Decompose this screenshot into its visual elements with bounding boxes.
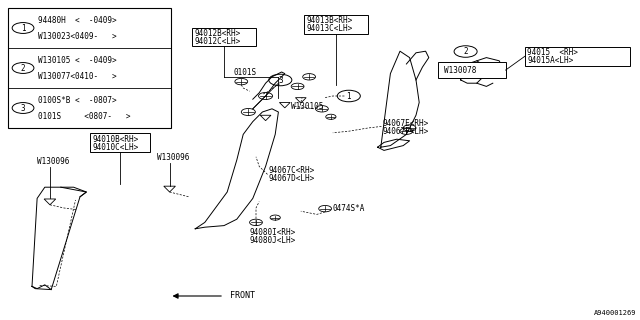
- Text: 0101S: 0101S: [234, 68, 257, 76]
- Bar: [90, 133, 150, 152]
- Text: 0474S*A: 0474S*A: [333, 204, 365, 213]
- Text: 94013C<LH>: 94013C<LH>: [307, 24, 353, 34]
- Text: 94010C<LH>: 94010C<LH>: [92, 143, 138, 152]
- Text: W130105 <  -0409>: W130105 < -0409>: [38, 56, 117, 65]
- Text: 94012B<RH>: 94012B<RH>: [195, 29, 241, 38]
- Polygon shape: [461, 61, 486, 83]
- Bar: [438, 62, 506, 78]
- Text: 94080I<RH>: 94080I<RH>: [250, 228, 296, 237]
- Text: 3: 3: [278, 76, 283, 84]
- Text: W130077<0410-   >: W130077<0410- >: [38, 71, 117, 81]
- Bar: [304, 15, 368, 34]
- Polygon shape: [195, 109, 278, 229]
- Text: A940001269: A940001269: [595, 310, 637, 316]
- Bar: [525, 47, 630, 66]
- Text: 1: 1: [20, 23, 26, 33]
- Polygon shape: [32, 187, 86, 290]
- Text: 1: 1: [346, 92, 351, 100]
- Text: 94010B<RH>: 94010B<RH>: [92, 134, 138, 143]
- Text: FRONT: FRONT: [230, 292, 255, 300]
- Text: 94067E<RH>: 94067E<RH>: [383, 119, 429, 128]
- Polygon shape: [381, 51, 419, 147]
- Bar: [8, 8, 171, 128]
- Text: W130078: W130078: [444, 66, 476, 75]
- Text: 2: 2: [20, 63, 26, 73]
- Text: W130096: W130096: [157, 153, 189, 162]
- Text: 94080J<LH>: 94080J<LH>: [250, 236, 296, 245]
- Text: W130096: W130096: [37, 157, 70, 166]
- Text: 94067F<LH>: 94067F<LH>: [383, 127, 429, 136]
- Text: 3: 3: [20, 103, 26, 113]
- Text: 2: 2: [463, 47, 468, 56]
- Text: W130023<0409-   >: W130023<0409- >: [38, 31, 117, 41]
- Text: 94067D<LH>: 94067D<LH>: [269, 174, 315, 183]
- Bar: [192, 28, 256, 46]
- Text: 94480H  <  -0409>: 94480H < -0409>: [38, 16, 117, 25]
- Text: 94015A<LH>: 94015A<LH>: [527, 56, 573, 66]
- Text: 0101S     <0807-   >: 0101S <0807- >: [38, 111, 131, 121]
- Text: 94012C<LH>: 94012C<LH>: [195, 37, 241, 46]
- Text: 94013B<RH>: 94013B<RH>: [307, 16, 353, 25]
- Text: 0100S*B <  -0807>: 0100S*B < -0807>: [38, 96, 117, 105]
- Text: W130105: W130105: [291, 102, 324, 111]
- Text: 94067C<RH>: 94067C<RH>: [269, 166, 315, 175]
- Text: 94015  <RH>: 94015 <RH>: [527, 48, 578, 57]
